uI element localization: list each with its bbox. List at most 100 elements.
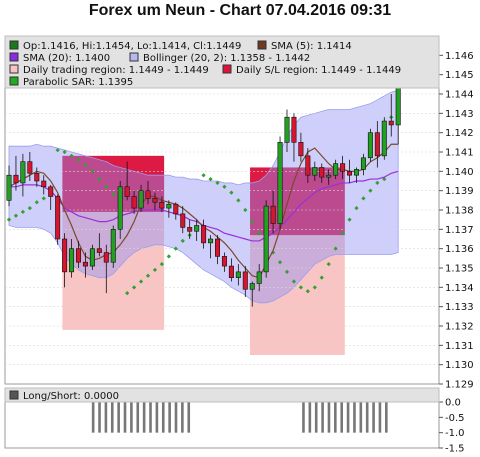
psar-point xyxy=(340,231,345,236)
candle-down xyxy=(270,205,276,224)
psar-point xyxy=(83,163,88,168)
candle-up xyxy=(326,174,332,178)
legend-label-sma5: SMA (5): 1.1414 xyxy=(271,41,352,52)
psar-point xyxy=(291,279,297,284)
candle-down xyxy=(298,142,304,157)
sub-y-tick-label: 0.0 xyxy=(445,398,461,409)
candle-down xyxy=(388,120,394,126)
y-axis-sub: 0.0 -0.5 -1.0 -1.5 xyxy=(439,398,465,455)
long-short-bar xyxy=(365,402,369,433)
psar-point xyxy=(173,246,178,251)
candle-up xyxy=(256,271,262,284)
y-tick-label: 1.130 xyxy=(445,360,474,371)
psar-point xyxy=(166,254,171,259)
long-short-bar xyxy=(104,402,108,433)
candle-down xyxy=(374,132,380,157)
candle-down xyxy=(76,248,82,263)
psar-point xyxy=(180,238,185,244)
long-short-bar xyxy=(385,402,388,433)
legend-swatch-trading-region xyxy=(9,64,19,74)
y-tick-label: 1.134 xyxy=(445,283,474,294)
y-tick-label: 1.145 xyxy=(445,70,474,81)
candle-up xyxy=(353,169,359,176)
psar-point xyxy=(250,219,255,224)
y-tick-label: 1.135 xyxy=(445,264,474,275)
long-short-bar xyxy=(117,402,120,433)
candle-down xyxy=(215,238,221,257)
psar-point xyxy=(131,285,137,290)
psar-point xyxy=(34,200,39,205)
candle-up xyxy=(194,225,200,232)
y-tick-label: 1.136 xyxy=(445,244,474,255)
y-tick-label: 1.142 xyxy=(445,128,474,139)
long-short-bar xyxy=(372,402,375,433)
long-short-bar xyxy=(130,402,133,433)
grid-lines xyxy=(5,93,439,365)
sub-legend-swatch xyxy=(9,390,19,400)
psar-point xyxy=(319,275,324,280)
psar-point xyxy=(298,285,304,290)
psar-point xyxy=(62,149,67,155)
candle-up xyxy=(235,271,241,278)
candle-down xyxy=(152,198,158,203)
legend-box xyxy=(4,35,440,89)
psar-point xyxy=(229,190,234,195)
long-short-bar xyxy=(161,402,165,433)
legend-item-bollinger: Bollinger (20, 2): 1.1358 - 1.1442 xyxy=(129,52,310,64)
candle-up xyxy=(367,132,373,159)
psar-point xyxy=(354,205,359,211)
candle-down xyxy=(13,174,19,184)
psar-point xyxy=(104,184,109,189)
legend-swatch-psar xyxy=(9,76,19,86)
candle-down xyxy=(291,116,297,143)
candle-up xyxy=(208,238,214,244)
candle-up xyxy=(138,190,144,209)
long-short-bar xyxy=(308,402,312,433)
legend-item-sl-region: Daily S/L region: 1.1449 - 1.1449 xyxy=(222,64,401,76)
psar-point xyxy=(333,246,338,251)
candle-down xyxy=(242,271,248,290)
y-tick-label: 1.132 xyxy=(445,322,474,333)
legend-item-sma5: SMA (5): 1.1414 xyxy=(257,40,352,52)
long-short-bar xyxy=(302,402,305,433)
candles xyxy=(6,66,401,307)
candle-down xyxy=(62,238,68,273)
psar-point xyxy=(305,289,310,294)
psar-point xyxy=(41,196,46,201)
long-short-bar xyxy=(187,402,191,433)
y-tick-label: 1.138 xyxy=(445,206,474,217)
sub-y-tick-label: -1.5 xyxy=(445,444,465,455)
y-tick-label: 1.139 xyxy=(445,186,474,197)
y-tick-label: 1.133 xyxy=(445,302,474,313)
psar-point xyxy=(215,180,220,186)
candle-up xyxy=(360,157,366,170)
psar-point xyxy=(55,147,60,153)
long-short-bar xyxy=(346,402,350,433)
candle-up xyxy=(284,116,290,143)
legend-item-psar: Parabolic SAR: 1.1395 xyxy=(9,76,133,88)
long-short-bar xyxy=(321,402,324,433)
legend-item-trading-region: Daily trading region: 1.1449 - 1.1449 xyxy=(9,64,209,76)
candle-down xyxy=(55,196,61,240)
long-short-bar xyxy=(155,402,159,433)
psar-point xyxy=(222,184,227,189)
psar-point xyxy=(145,273,151,278)
sub-y-tick-label: -1.0 xyxy=(445,428,465,439)
candle-down xyxy=(201,225,207,244)
candle-down xyxy=(103,252,109,263)
candle-down xyxy=(48,186,54,197)
psar-point xyxy=(236,198,241,203)
psar-point xyxy=(201,173,206,178)
psar-point xyxy=(152,267,158,273)
psar-point xyxy=(97,176,102,182)
candle-up xyxy=(381,120,387,157)
legend-swatch-ohlc xyxy=(9,40,19,50)
long-short-bar xyxy=(181,402,184,433)
candle-down xyxy=(347,171,353,176)
psar-point xyxy=(361,196,366,201)
psar-point xyxy=(76,157,81,162)
candle-up xyxy=(166,203,172,209)
long-short-bar xyxy=(378,402,382,433)
candle-down xyxy=(131,196,137,209)
candle-up xyxy=(312,167,318,176)
